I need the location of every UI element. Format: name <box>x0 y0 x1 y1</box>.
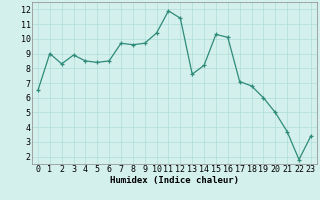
X-axis label: Humidex (Indice chaleur): Humidex (Indice chaleur) <box>110 176 239 185</box>
